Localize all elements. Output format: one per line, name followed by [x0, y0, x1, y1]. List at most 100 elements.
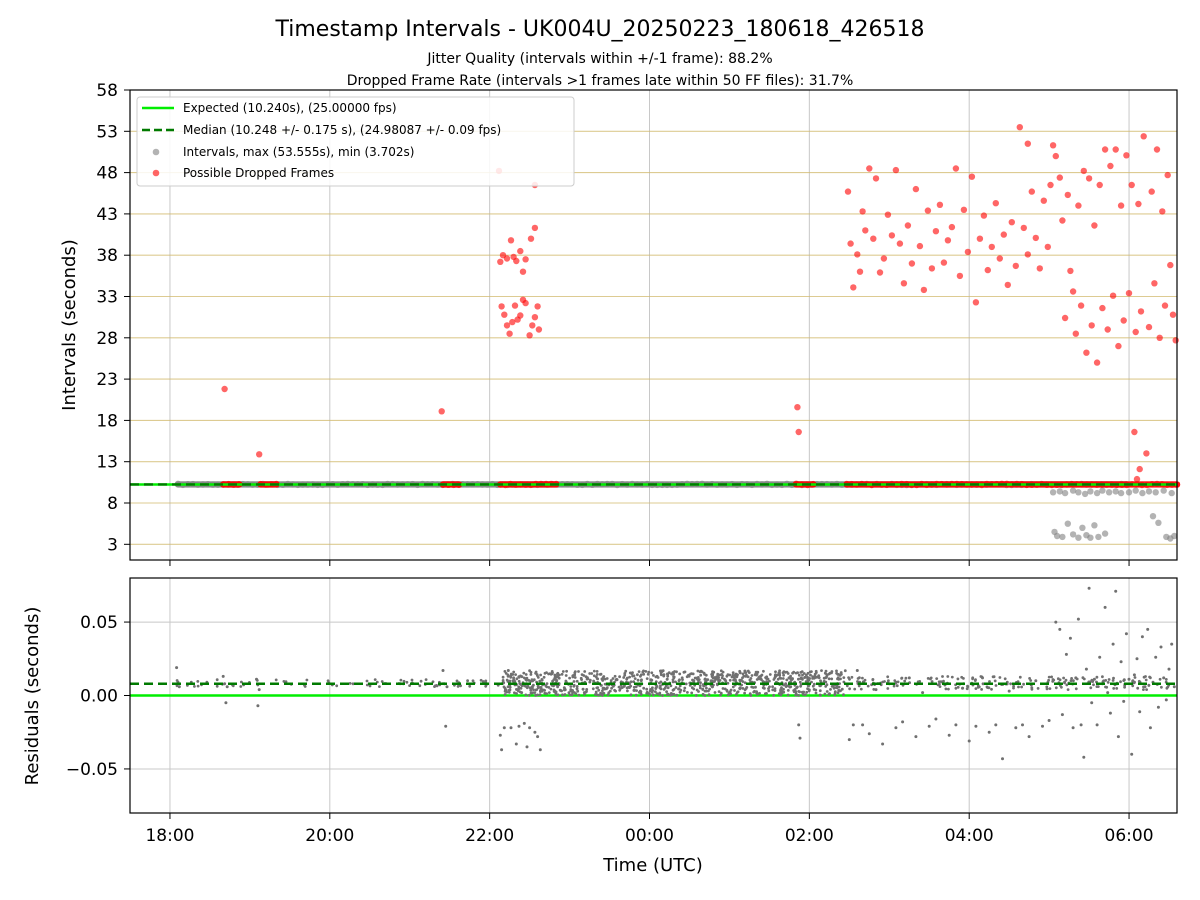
residual-point	[1087, 586, 1091, 590]
residual-point	[784, 682, 788, 685]
dropped-frame-point	[1044, 243, 1052, 251]
residual-point	[468, 684, 472, 688]
chart-subtitle-jitter: Jitter Quality (intervals within +/-1 fr…	[426, 51, 772, 67]
residual-point	[799, 676, 803, 680]
residual-point	[1102, 679, 1106, 683]
residual-point	[1089, 686, 1093, 690]
residual-point	[441, 669, 445, 672]
residual-point	[797, 694, 800, 697]
residual-point	[699, 673, 703, 677]
residual-point	[1001, 757, 1004, 761]
dropped-frame-point	[1167, 261, 1174, 269]
dropped-frame-point	[1064, 191, 1072, 199]
residual-point	[872, 688, 876, 691]
residual-point	[707, 693, 711, 696]
residual-point	[1165, 686, 1169, 690]
residual-point	[625, 686, 629, 690]
residual-point	[1112, 687, 1116, 690]
residual-point	[223, 682, 227, 686]
residual-point	[731, 671, 735, 675]
residual-point	[792, 689, 796, 692]
residual-point	[1119, 680, 1122, 684]
residual-point	[886, 687, 890, 690]
dropped-frame-point	[503, 255, 511, 262]
residual-point	[892, 684, 896, 688]
interval-point	[1145, 488, 1153, 495]
residual-point	[606, 693, 610, 697]
residual-point	[582, 674, 586, 677]
residual-point	[543, 671, 547, 675]
residual-point	[632, 689, 636, 692]
residual-point	[527, 693, 531, 697]
dropped-frame-point	[1117, 202, 1125, 209]
residual-point	[659, 684, 662, 688]
residual-point	[1074, 687, 1078, 691]
residual-point	[504, 688, 508, 692]
residual-point	[858, 676, 861, 680]
residual-point	[424, 678, 428, 681]
residual-point	[755, 678, 759, 681]
residual-point	[642, 686, 646, 690]
residual-point	[721, 670, 725, 674]
residual-point	[610, 686, 613, 690]
interval-point	[1091, 522, 1098, 529]
residual-point	[1027, 735, 1031, 739]
interval-point	[1075, 489, 1082, 496]
residual-point	[779, 688, 783, 691]
residual-point	[1048, 687, 1052, 690]
residual-point	[825, 673, 829, 677]
interval-point	[1139, 489, 1146, 497]
dropped-frame-point	[908, 260, 916, 267]
residual-point	[990, 687, 993, 691]
interval-point	[1081, 490, 1089, 498]
residual-point	[665, 690, 668, 694]
residual-point	[825, 683, 829, 687]
residual-point	[675, 670, 678, 674]
residual-point	[772, 693, 776, 697]
residual-point	[724, 679, 728, 683]
residual-point	[1106, 681, 1110, 684]
residual-point	[506, 674, 510, 678]
residual-point	[701, 692, 705, 696]
dropped-frame-point	[859, 208, 866, 215]
dropped-frame-point	[1000, 231, 1007, 238]
dropped-frame-point	[904, 222, 912, 229]
residual-point	[1065, 683, 1069, 687]
residual-point	[1138, 710, 1142, 714]
residual-point	[603, 682, 607, 686]
residual-point	[741, 676, 744, 680]
residual-point	[588, 680, 592, 684]
residual-point	[658, 692, 661, 695]
residual-point	[967, 739, 971, 743]
residual-point	[806, 671, 810, 675]
residual-point	[741, 672, 745, 676]
residual-point	[817, 674, 821, 677]
x-axis-label: Time (UTC)	[602, 855, 703, 876]
residual-point	[1127, 677, 1131, 681]
residual-point	[817, 676, 821, 680]
residual-point	[768, 685, 771, 689]
residual-point	[747, 671, 751, 674]
residual-point	[175, 684, 179, 688]
dropped-frame-point	[948, 223, 956, 231]
residual-point	[456, 685, 460, 688]
residual-point	[766, 677, 770, 681]
residual-point	[956, 685, 960, 689]
interval-point	[1069, 531, 1077, 538]
residual-point	[530, 685, 534, 689]
residual-point	[678, 690, 682, 694]
residual-point	[575, 679, 579, 683]
residual-point	[509, 675, 513, 679]
residual-point	[1009, 682, 1012, 686]
residual-point	[545, 685, 548, 689]
interval-point	[1117, 489, 1125, 497]
residual-point	[380, 680, 384, 683]
dropped-frame-point	[517, 312, 524, 319]
intervals-y-tick-label: 48	[96, 164, 118, 184]
dropped-frame-point	[924, 207, 932, 214]
dropped-frame-point	[1067, 267, 1074, 275]
residual-point	[519, 686, 523, 690]
dropped-frame-point	[920, 286, 928, 294]
residual-point	[734, 675, 738, 678]
